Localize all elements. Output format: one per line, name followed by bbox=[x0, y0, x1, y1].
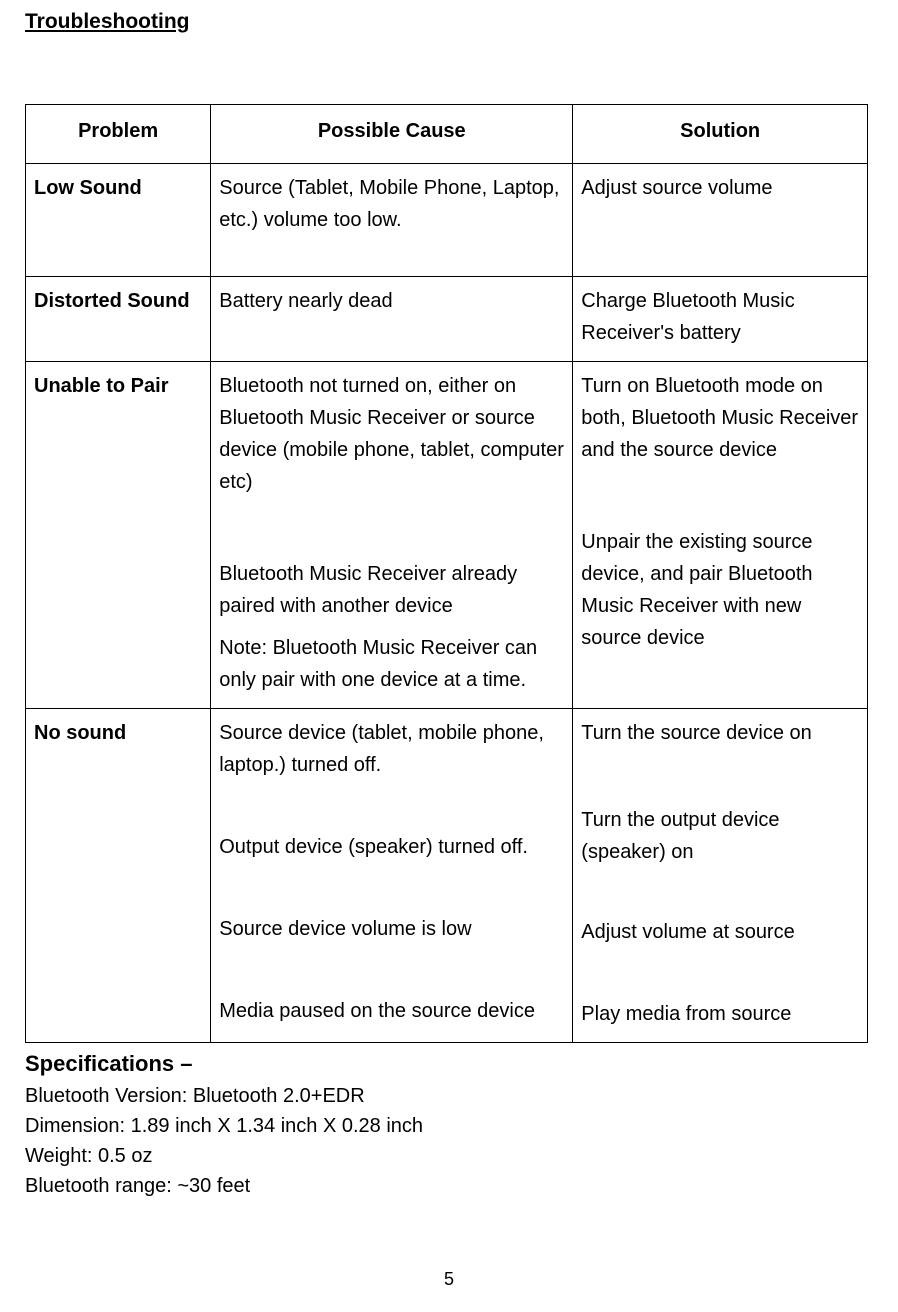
troubleshooting-table: Problem Possible Cause Solution Low Soun… bbox=[25, 104, 868, 1043]
solution-block: Play media from source bbox=[581, 998, 859, 1030]
cell-solution: Adjust source volume bbox=[573, 164, 868, 277]
page-title: Troubleshooting bbox=[25, 10, 868, 34]
cause-block: Media paused on the source device bbox=[219, 995, 564, 1027]
cell-solution: Turn on Bluetooth mode on both, Bluetoot… bbox=[573, 362, 868, 709]
header-problem: Problem bbox=[26, 105, 211, 164]
cell-problem: Low Sound bbox=[26, 164, 211, 277]
cell-cause: Battery nearly dead bbox=[211, 277, 573, 362]
cell-cause: Source device (tablet, mobile phone, lap… bbox=[211, 709, 573, 1043]
cause-block: Output device (speaker) turned off. bbox=[219, 831, 564, 863]
cell-problem: Distorted Sound bbox=[26, 277, 211, 362]
cell-solution: Turn the source device on Turn the outpu… bbox=[573, 709, 868, 1043]
cause-block: Source device (tablet, mobile phone, lap… bbox=[219, 717, 564, 781]
spec-line: Dimension: 1.89 inch X 1.34 inch X 0.28 … bbox=[25, 1111, 868, 1141]
table-row: No sound Source device (tablet, mobile p… bbox=[26, 709, 868, 1043]
spec-line: Bluetooth Version: Bluetooth 2.0+EDR bbox=[25, 1081, 868, 1111]
solution-block: Turn on Bluetooth mode on both, Bluetoot… bbox=[581, 370, 859, 466]
header-cause: Possible Cause bbox=[211, 105, 573, 164]
solution-block: Turn the source device on bbox=[581, 717, 859, 749]
cause-note: Note: Bluetooth Music Receiver can only … bbox=[219, 632, 564, 696]
cause-block: Bluetooth Music Receiver already paired … bbox=[219, 558, 564, 622]
table-row: Distorted Sound Battery nearly dead Char… bbox=[26, 277, 868, 362]
table-row: Low Sound Source (Tablet, Mobile Phone, … bbox=[26, 164, 868, 277]
header-solution: Solution bbox=[573, 105, 868, 164]
cause-block: Bluetooth not turned on, either on Bluet… bbox=[219, 370, 564, 498]
cell-cause: Source (Tablet, Mobile Phone, Laptop, et… bbox=[211, 164, 573, 277]
cause-block: Source device volume is low bbox=[219, 913, 564, 945]
cell-cause: Bluetooth not turned on, either on Bluet… bbox=[211, 362, 573, 709]
solution-block: Unpair the existing source device, and p… bbox=[581, 526, 859, 654]
solution-block: Adjust volume at source bbox=[581, 916, 859, 948]
page-number: 5 bbox=[0, 1269, 898, 1290]
solution-block: Turn the output device (speaker) on bbox=[581, 804, 859, 868]
cell-problem: No sound bbox=[26, 709, 211, 1043]
cell-problem: Unable to Pair bbox=[26, 362, 211, 709]
table-header-row: Problem Possible Cause Solution bbox=[26, 105, 868, 164]
spec-line: Weight: 0.5 oz bbox=[25, 1141, 868, 1171]
specs-heading: Specifications – bbox=[25, 1051, 868, 1077]
spec-line: Bluetooth range: ~30 feet bbox=[25, 1171, 868, 1201]
table-row: Unable to Pair Bluetooth not turned on, … bbox=[26, 362, 868, 709]
cell-solution: Charge Bluetooth Music Receiver's batter… bbox=[573, 277, 868, 362]
